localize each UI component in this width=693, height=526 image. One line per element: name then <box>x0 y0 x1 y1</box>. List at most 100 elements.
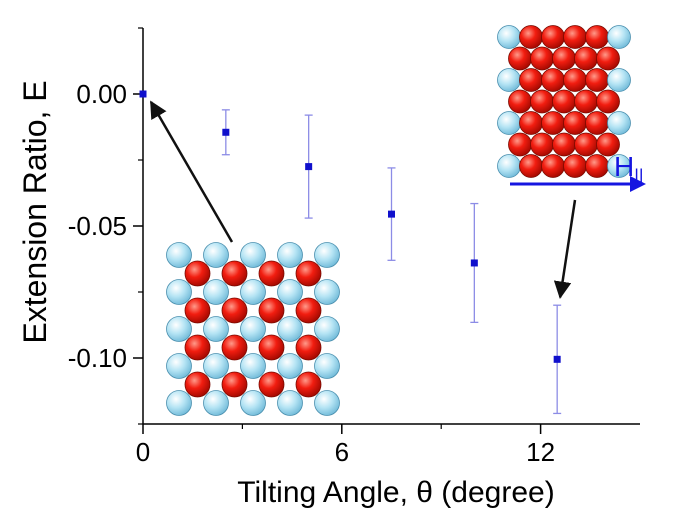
blue-sphere <box>166 316 192 342</box>
blue-sphere <box>166 242 192 268</box>
blue-sphere <box>240 353 266 379</box>
data-point <box>553 355 561 363</box>
red-sphere <box>530 89 554 114</box>
blue-sphere <box>607 68 631 92</box>
blue-sphere <box>314 279 340 305</box>
blue-sphere <box>240 316 266 342</box>
blue-sphere <box>203 390 229 416</box>
blue-sphere <box>240 390 266 416</box>
red-sphere <box>530 46 554 71</box>
x-tick-label: 6 <box>335 437 349 467</box>
red-sphere <box>574 46 598 71</box>
red-sphere <box>530 132 554 157</box>
red-sphere <box>508 132 532 157</box>
arrow-to-first-point <box>149 100 234 243</box>
field-label-subscript: || <box>634 166 643 186</box>
blue-sphere <box>203 242 229 268</box>
red-sphere <box>563 68 587 92</box>
red-sphere <box>221 371 248 398</box>
red-sphere <box>585 111 609 135</box>
field-arrow: H|| <box>510 151 646 192</box>
lattice-inset-untilted <box>166 242 340 416</box>
data-point <box>388 210 395 218</box>
red-sphere <box>552 89 576 114</box>
blue-sphere <box>166 390 192 416</box>
y-tick-label: -0.10 <box>68 343 127 373</box>
blue-sphere <box>314 242 340 268</box>
data-point <box>139 90 147 98</box>
red-sphere <box>563 154 587 178</box>
x-tick-label: 12 <box>526 437 555 467</box>
blue-sphere <box>607 25 631 49</box>
red-sphere <box>184 260 211 287</box>
data-point <box>222 128 230 136</box>
red-sphere <box>184 371 211 398</box>
red-sphere <box>508 46 532 71</box>
red-sphere <box>258 334 285 361</box>
x-axis-title: Tilting Angle, θ (degree) <box>237 476 554 509</box>
blue-sphere <box>277 242 303 268</box>
data-point <box>305 163 313 171</box>
red-sphere <box>508 89 532 114</box>
blue-sphere <box>314 390 340 416</box>
red-sphere <box>552 46 576 71</box>
red-sphere <box>585 68 609 92</box>
x-axis-ticks: 0 6 12 <box>136 424 555 467</box>
data-points <box>139 90 561 363</box>
red-sphere <box>221 334 248 361</box>
field-arrow-head <box>630 176 646 192</box>
blue-sphere <box>497 154 521 178</box>
red-sphere <box>221 297 248 324</box>
red-sphere <box>541 154 565 178</box>
red-sphere <box>541 25 565 49</box>
red-sphere <box>258 371 285 398</box>
red-sphere <box>563 111 587 135</box>
lattice-inset-tilted <box>497 25 631 178</box>
data-point <box>470 259 478 267</box>
blue-sphere <box>203 316 229 342</box>
red-sphere <box>295 297 322 324</box>
red-sphere <box>519 154 543 178</box>
red-sphere <box>563 25 587 49</box>
red-sphere <box>258 260 285 287</box>
blue-sphere <box>497 111 521 135</box>
blue-sphere <box>607 111 631 135</box>
y-axis-ticks: 0.00 -0.05 -0.10 <box>68 27 143 425</box>
arrow-to-last-point <box>553 199 577 300</box>
red-sphere <box>295 334 322 361</box>
red-sphere <box>221 260 248 287</box>
red-sphere <box>552 132 576 157</box>
red-sphere <box>295 371 322 398</box>
red-sphere <box>519 111 543 135</box>
red-sphere <box>184 334 211 361</box>
x-tick-label: 0 <box>136 437 150 467</box>
blue-sphere <box>497 25 521 49</box>
blue-sphere <box>240 279 266 305</box>
blue-sphere <box>203 353 229 379</box>
red-sphere <box>541 68 565 92</box>
blue-sphere <box>203 279 229 305</box>
red-sphere <box>519 68 543 92</box>
y-tick-label: -0.05 <box>68 211 127 241</box>
annotation-arrows <box>149 100 577 300</box>
blue-sphere <box>277 316 303 342</box>
blue-sphere <box>166 353 192 379</box>
blue-sphere <box>314 353 340 379</box>
field-label: H|| <box>614 151 644 186</box>
blue-sphere <box>497 68 521 92</box>
red-sphere <box>574 89 598 114</box>
blue-sphere <box>314 316 340 342</box>
red-sphere <box>519 25 543 49</box>
field-label-symbol: H <box>614 151 634 182</box>
blue-sphere <box>607 154 631 178</box>
red-sphere <box>596 132 620 157</box>
blue-sphere <box>240 242 266 268</box>
red-sphere <box>258 297 285 324</box>
blue-sphere <box>277 390 303 416</box>
red-sphere <box>541 111 565 135</box>
red-sphere <box>574 132 598 157</box>
red-sphere <box>596 89 620 114</box>
red-sphere <box>184 297 211 324</box>
y-tick-label: 0.00 <box>76 79 127 109</box>
